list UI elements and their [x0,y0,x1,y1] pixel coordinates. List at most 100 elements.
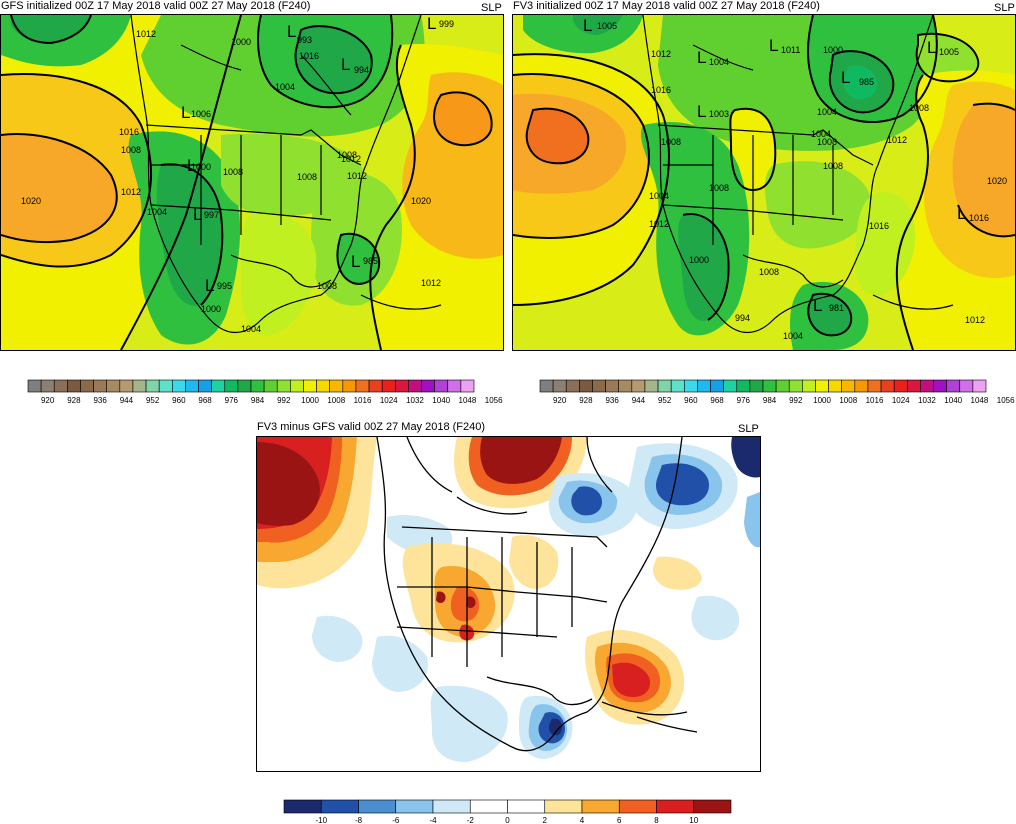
diff-colorbar-svg: -10 -8 -6 -4 -2 0 2 4 6 8 10 [283,799,732,824]
low-marker: L [957,204,966,223]
fv3-contour-label: 1008 [709,183,729,193]
fv3-low-markers: L L L L L L L L [583,16,966,315]
low-marker: L [583,16,592,35]
diff-colorbar-tick-label: 0 [505,816,510,824]
diff-field-label: SLP [738,423,759,435]
gfs-colorbar-swatch [250,379,265,393]
fv3-colorbar-tick-label: 936 [605,396,619,405]
fv3-contour-label: 1012 [887,135,907,145]
fv3-contour-label: 985 [859,77,874,87]
gfs-contour-label: 1000 [231,37,251,47]
gfs-contour-label: 1008 [337,150,357,160]
gfs-contour-label: 985 [363,256,378,266]
gfs-colorbar-swatch [408,379,422,393]
fv3-colorbar-swatch [683,379,698,393]
fv3-slp-colorbar: 920 928 936 944 952 960 968 976 984 992 1000 1008 10… [539,379,1015,409]
fv3-colorbar-swatch [867,379,882,393]
gfs-colorbar-tick-label: 984 [251,396,265,405]
fv3-colorbar-swatch [788,379,803,393]
gfs-contour-label: 1012 [121,187,141,197]
diff-colorbar-tick-label: -4 [429,816,437,824]
low-marker: L [697,102,706,121]
fv3-colorbar-swatch [841,379,856,393]
fv3-contour-label: 1012 [965,315,985,325]
fv3-colorbar-tick-label: 1032 [918,396,936,405]
fv3-colorbar-swatch [946,379,961,393]
fv3-colorbar-tick-label: 960 [684,396,698,405]
diff-colorbar-tick-label: 2 [543,816,548,824]
fv3-colorbar-swatch [565,379,580,393]
fv3-contour-label: 1008 [759,267,779,277]
fv3-colorbar-tick-label: 984 [763,396,777,405]
fv3-contour-labels: 1005 1012 1004 1011 1000 1005 985 1016 1… [597,21,1007,341]
diff-colorbar-swatch [469,799,508,814]
gfs-colorbar-swatch [355,379,370,393]
diff-colorbar-swatch [432,799,471,814]
gfs-field-label: SLP [481,2,502,14]
fv3-colorbar-tick-label: 1008 [839,396,857,405]
low-marker: L [427,15,436,33]
fv3-contour-label: 1005 [597,21,617,31]
fv3-contour-label: 1016 [651,85,671,95]
gfs-colorbar-tick-label: 968 [198,396,212,405]
low-marker: L [841,68,850,87]
gfs-colorbar-swatch [40,379,55,393]
fv3-contour-label: 1020 [987,176,1007,186]
fv3-slp-colorbar-svg: 920 928 936 944 952 960 968 976 984 992 1000 1008 10… [539,379,1015,405]
gfs-colorbar-tick-label: 1040 [432,396,450,405]
fv3-colorbar-swatch [644,379,659,393]
gfs-contour-label: 1008 [121,145,141,155]
fv3-colorbar-tick-label: 1048 [971,396,989,405]
fv3-colorbar-swatch [552,379,567,393]
diff-colorbar-swatch [656,799,695,814]
gfs-panel-title: GFS initialized 00Z 17 May 2018 valid 00… [1,0,311,12]
gfs-colorbar-tick-label: 1016 [354,396,372,405]
gfs-colorbar-swatch [185,379,199,393]
fv3-contour-label: 1004 [783,331,803,341]
gfs-contour-label: 1006 [191,109,211,119]
gfs-colorbar-swatch [381,379,396,393]
gfs-contour-label: 1008 [297,172,317,182]
gfs-contour-label: 1020 [21,196,41,206]
low-marker: L [769,36,778,55]
fv3-colorbar-swatch [880,379,895,393]
fv3-field-label: SLP [994,2,1015,14]
gfs-slp-colorbar-svg: 920 928 936 944 952 960 968 976 984 992 1000 1008 10… [27,379,503,405]
fv3-contour-label: 1008 [817,137,837,147]
gfs-colorbar-swatch [119,379,134,393]
gfs-colorbar-swatch [80,379,94,393]
fv3-colorbar-tick-label: 992 [789,396,803,405]
diff-colorbar-swatch [358,799,397,814]
gfs-contour-label: 1020 [411,196,431,206]
fv3-colorbar-swatch [605,379,620,393]
diff-colorbar-tick-label: -10 [315,816,327,824]
diff-colorbar-swatch [618,799,657,814]
fv3-contour-label: 1000 [823,45,843,55]
gfs-colorbar-tick-label: 1008 [327,396,345,405]
diff-colorbar-swatch [544,799,583,814]
fv3-colorbar-swatch [539,379,554,393]
diff-colorbar-tick-label: 4 [580,816,585,824]
low-marker: L [181,103,190,122]
diff-slp-map-svg [257,437,760,771]
gfs-colorbar-swatch [132,379,147,393]
fv3-colorbar-tick-label: 920 [553,396,567,405]
gfs-low-markers: L L L L L L L L [181,15,436,295]
gfs-colorbar-tick-label: 952 [146,396,160,405]
gfs-colorbar-swatch [460,379,475,393]
low-marker: L [341,55,350,74]
gfs-colorbar-swatch [342,379,357,393]
fv3-colorbar-tick-label: 976 [737,396,751,405]
diff-slp-map [256,436,761,772]
low-marker: L [287,22,296,41]
diff-colorbar-tick-label: -8 [355,816,363,824]
fv3-colorbar-swatch [775,379,790,393]
gfs-colorbar-tick-label: 1024 [380,396,398,405]
gfs-colorbar-tick-label: 960 [172,396,186,405]
gfs-colorbar-swatch [27,379,42,393]
gfs-contour-label: 997 [204,210,219,220]
gfs-contour-label: 1012 [347,171,367,181]
gfs-colorbar-tick-label: 1048 [459,396,477,405]
gfs-colorbar-swatch [394,379,409,393]
diff-colorbar-tick-label: 10 [689,816,698,824]
